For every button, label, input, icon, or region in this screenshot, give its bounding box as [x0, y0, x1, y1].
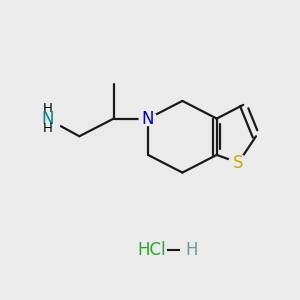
Text: H: H: [43, 102, 53, 115]
Text: H: H: [43, 122, 53, 135]
Ellipse shape: [139, 112, 157, 125]
Ellipse shape: [229, 155, 248, 171]
Text: S: S: [233, 154, 244, 172]
Text: N: N: [42, 110, 54, 128]
Text: H: H: [185, 241, 197, 259]
Text: N: N: [142, 110, 154, 128]
Ellipse shape: [33, 101, 61, 136]
Text: HCl: HCl: [138, 241, 166, 259]
